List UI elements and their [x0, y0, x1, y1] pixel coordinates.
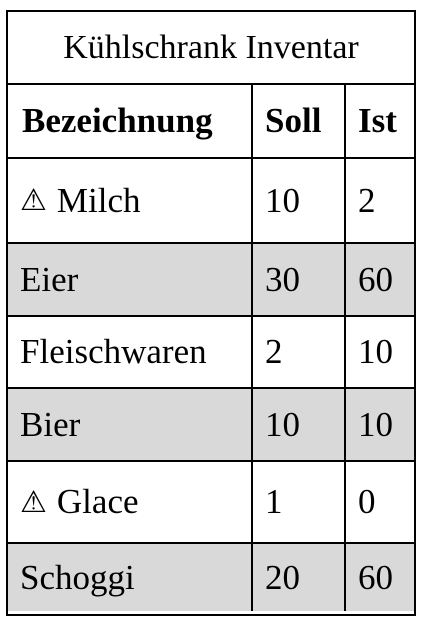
table-title: Kühlschrank Inventar — [8, 12, 414, 85]
item-name: Bier — [20, 404, 81, 444]
header-name: Bezeichnung — [8, 85, 253, 159]
cell-actual: 2 — [346, 159, 414, 244]
cell-target: 30 — [253, 244, 346, 317]
item-name: Eier — [20, 259, 79, 299]
cell-name: Bier — [8, 389, 253, 462]
cell-name: Eier — [8, 244, 253, 317]
cell-actual: 60 — [346, 544, 414, 611]
item-name: Milch — [56, 180, 141, 220]
cell-target: 2 — [253, 317, 346, 389]
cell-name: ⚠ Milch — [8, 159, 253, 244]
inventory-table: Kühlschrank Inventar Bezeichnung Soll Is… — [6, 10, 416, 616]
warning-icon: ⚠ — [20, 484, 47, 520]
warning-icon: ⚠ — [20, 183, 47, 218]
table-grid: Bezeichnung Soll Ist ⚠ Milch 10 2 Eier 3… — [8, 85, 414, 611]
cell-name: Schoggi — [8, 544, 253, 611]
header-target: Soll — [253, 85, 346, 159]
cell-actual: 10 — [346, 389, 414, 462]
item-name: Glace — [56, 482, 139, 521]
cell-target: 10 — [253, 159, 346, 244]
header-actual: Ist — [346, 85, 414, 159]
cell-target: 1 — [253, 462, 346, 544]
item-name: Fleischwaren — [20, 332, 207, 371]
cell-name: ⚠ Glace — [8, 462, 253, 544]
cell-actual: 60 — [346, 244, 414, 317]
cell-actual: 0 — [346, 462, 414, 544]
cell-actual: 10 — [346, 317, 414, 389]
cell-target: 20 — [253, 544, 346, 611]
item-name: Schoggi — [20, 557, 135, 597]
cell-target: 10 — [253, 389, 346, 462]
cell-name: Fleischwaren — [8, 317, 253, 389]
